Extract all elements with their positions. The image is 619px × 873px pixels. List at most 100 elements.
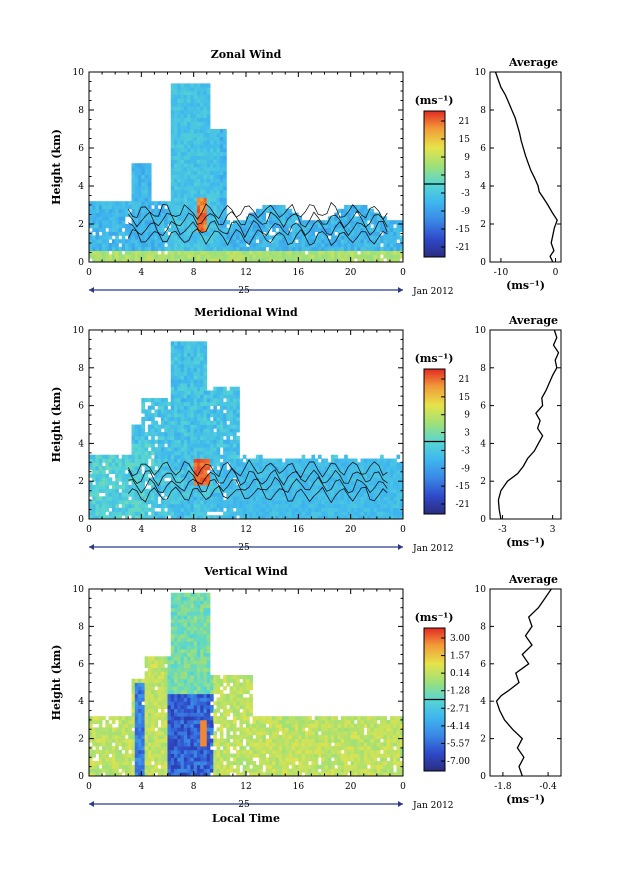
heatmap-cell: [121, 764, 126, 769]
heatmap-cell: [232, 439, 237, 444]
heatmap-cell: [177, 379, 181, 384]
heatmap-cell: [278, 254, 283, 259]
heatmap-cell: [105, 764, 110, 769]
heatmap-cell: [252, 212, 257, 217]
heatmap-cell: [350, 250, 355, 255]
heatmap-cell: [370, 231, 374, 236]
heatmap-cell: [193, 515, 198, 520]
heatmap-cell: [216, 140, 221, 145]
y-tick-label: 4: [78, 439, 84, 449]
heatmap-cell: [314, 243, 319, 248]
heatmap-cell: [295, 511, 299, 516]
heatmap-cell: [134, 500, 139, 505]
heatmap-cell: [174, 98, 178, 103]
heatmap-cell: [386, 481, 391, 486]
chart-title: Meridional Wind: [194, 306, 298, 319]
heatmap-cell: [157, 675, 162, 680]
heatmap-cell: [124, 511, 129, 516]
heatmap-cell: [353, 511, 358, 516]
heatmap-cell: [121, 477, 126, 482]
heatmap-cell: [363, 515, 368, 520]
heatmap-cell: [200, 129, 204, 134]
heatmap-cell: [187, 450, 191, 456]
heatmap-cell: [272, 511, 276, 516]
heatmap-cell: [367, 212, 371, 217]
heatmap-cell: [210, 469, 214, 475]
heatmap-cell: [128, 753, 132, 758]
heatmap-cell: [223, 443, 227, 448]
heatmap-cell: [170, 488, 175, 493]
heatmap-cell: [183, 110, 188, 115]
heatmap-cell: [196, 216, 201, 221]
heatmap-cell: [200, 113, 204, 118]
heatmap-cell: [170, 611, 175, 616]
heatmap-cell: [334, 454, 338, 459]
heatmap-cell: [131, 178, 136, 183]
heatmap-cell: [193, 94, 198, 99]
heatmap-cell: [246, 484, 250, 490]
heatmap-cell: [144, 216, 149, 221]
heatmap-cell: [308, 515, 312, 520]
heatmap-cell: [174, 652, 178, 657]
heatmap-cell: [144, 243, 149, 248]
heatmap-cell: [327, 250, 332, 255]
heatmap-cell: [160, 454, 165, 459]
heatmap-cell: [118, 254, 123, 259]
heatmap-cell: [219, 405, 224, 410]
heatmap-cell: [373, 507, 378, 512]
heatmap-cell: [160, 716, 165, 721]
heatmap-cell: [376, 239, 381, 244]
heatmap-cell: [200, 484, 204, 490]
heatmap-cell: [331, 484, 335, 490]
heatmap-cell: [177, 723, 181, 728]
heatmap-cell: [200, 155, 204, 160]
heatmap-cell: [236, 390, 240, 395]
heatmap-cell: [167, 416, 172, 422]
heatmap-cell: [147, 201, 152, 206]
heatmap-cell: [167, 712, 172, 717]
heatmap-cell: [200, 360, 204, 365]
heatmap-cell: [138, 227, 142, 232]
heatmap-cell: [108, 757, 113, 762]
heatmap-cell: [170, 356, 175, 361]
heatmap-cell: [108, 503, 113, 509]
heatmap-cell: [206, 110, 211, 115]
heatmap-cell: [200, 356, 204, 361]
heatmap-cell: [108, 224, 113, 229]
heatmap-cell: [95, 500, 100, 505]
heatmap-cell: [177, 652, 181, 657]
heatmap-cell: [151, 753, 155, 758]
heatmap-cell: [170, 618, 175, 624]
heatmap-cell: [347, 488, 352, 493]
heatmap-cell: [138, 458, 142, 463]
heatmap-cell: [154, 235, 159, 240]
heatmap-cell: [380, 469, 384, 475]
heatmap-cell: [138, 484, 142, 490]
heatmap-cell: [393, 511, 397, 516]
average-x-tick-label: -10: [494, 268, 509, 278]
heatmap-cell: [203, 488, 208, 493]
heatmap-cell: [108, 738, 113, 743]
heatmap-cell: [265, 488, 270, 493]
heatmap-cell: [295, 227, 299, 232]
heatmap-cell: [151, 447, 155, 452]
heatmap-cell: [131, 443, 136, 448]
heatmap-cell: [157, 757, 162, 762]
heatmap-cell: [174, 496, 178, 501]
heatmap-cell: [177, 708, 181, 713]
heatmap-cell: [177, 224, 181, 229]
heatmap-cell: [268, 458, 273, 463]
heatmap-cell: [160, 212, 165, 217]
heatmap-cell: [353, 488, 358, 493]
heatmap-cell: [138, 719, 142, 725]
heatmap-cell: [134, 432, 139, 437]
heatmap-cell: [89, 749, 93, 754]
heatmap-cell: [193, 496, 198, 501]
heatmap-cell: [160, 712, 165, 717]
heatmap-cell: [268, 258, 273, 263]
heatmap-cell: [108, 734, 113, 739]
heatmap-cell: [167, 682, 172, 687]
heatmap-cell: [331, 469, 335, 475]
heatmap-cell: [203, 375, 208, 380]
heatmap-cell: [190, 186, 195, 191]
